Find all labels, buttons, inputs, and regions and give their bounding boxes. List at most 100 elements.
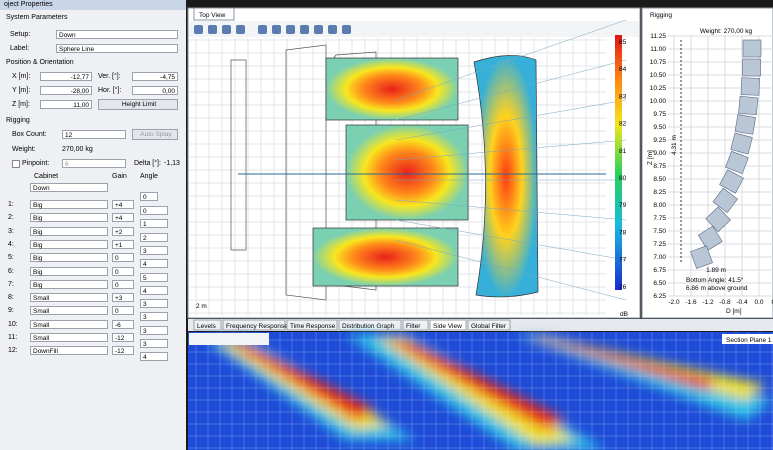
heat-band: [531, 338, 716, 390]
row-index: 5:: [8, 254, 14, 262]
dropdown[interactable]: Small: [30, 306, 108, 316]
tool-icon[interactable]: [236, 25, 245, 34]
coverage-area: [312, 227, 459, 287]
tool-icon[interactable]: [314, 25, 323, 34]
tab[interactable]: [467, 319, 511, 331]
dropdown[interactable]: 3: [140, 312, 168, 322]
dropdown[interactable]: 0: [140, 206, 168, 215]
dropdown[interactable]: Down: [56, 30, 178, 39]
dropdown[interactable]: 3: [140, 299, 168, 309]
coverage-area: [345, 124, 469, 221]
dropdown[interactable]: Big: [30, 226, 108, 236]
dropdown[interactable]: DownFill: [30, 346, 108, 356]
dropdown[interactable]: 0: [112, 306, 134, 316]
tab[interactable]: [286, 319, 338, 331]
dropdown[interactable]: 2: [140, 232, 168, 242]
tab[interactable]: [193, 319, 222, 331]
dropdown[interactable]: Small: [30, 333, 108, 342]
tool-icon[interactable]: [258, 25, 267, 34]
tool-icon[interactable]: [194, 25, 203, 34]
button[interactable]: Height Limit: [98, 99, 178, 110]
ray: [395, 59, 627, 121]
ray: [395, 219, 627, 261]
array-box: [730, 132, 753, 155]
tool-icon[interactable]: [208, 25, 217, 34]
tab[interactable]: [429, 319, 467, 331]
y-tick-label: 7.75: [653, 215, 666, 222]
dropdown[interactable]: Small: [30, 319, 108, 329]
tool-icon[interactable]: [286, 25, 295, 34]
dropdown[interactable]: +4: [112, 200, 134, 209]
x-tick-label: 0.4: [771, 299, 773, 306]
y-tick-label: 9.50: [653, 124, 666, 131]
dropdown[interactable]: +4: [112, 213, 134, 223]
dropdown[interactable]: +3: [112, 293, 134, 303]
dropdown[interactable]: Big: [30, 253, 108, 263]
dropdown[interactable]: 5: [140, 272, 168, 282]
text-field[interactable]: -28,00: [40, 86, 92, 95]
y-tick-label: 8.25: [653, 189, 666, 196]
dropdown[interactable]: 0: [112, 279, 134, 289]
array-box: [712, 187, 738, 214]
dropdown[interactable]: -12: [112, 346, 134, 356]
scale-label: 2 m: [196, 303, 207, 310]
dropdown[interactable]: 3: [140, 339, 168, 348]
text-field[interactable]: 0: [140, 192, 158, 201]
dropdown[interactable]: 4: [140, 259, 168, 269]
y-tick-label: 6.75: [653, 267, 666, 274]
y-tick-label: 8.50: [653, 176, 666, 183]
dropdown[interactable]: Big: [30, 266, 108, 276]
text-field[interactable]: 11,00: [40, 100, 92, 109]
dropdown[interactable]: -12: [112, 333, 134, 342]
x-tick-label: 0.0: [754, 299, 763, 306]
array-box: [734, 114, 756, 135]
array-box: [725, 150, 749, 174]
dropdown[interactable]: 12: [62, 130, 126, 139]
array-box: [690, 245, 713, 269]
tab-label: Time Response: [290, 323, 336, 330]
x-axis-label: D [m]: [726, 308, 742, 315]
tool-icon[interactable]: [272, 25, 281, 34]
tool-icon[interactable]: [300, 25, 309, 34]
row-index: 4:: [8, 240, 14, 248]
text-field[interactable]: Sphere Line: [56, 44, 178, 53]
button[interactable]: Auto Splay: [132, 129, 178, 140]
tool-icon[interactable]: [328, 25, 337, 34]
tool-icon[interactable]: [342, 25, 351, 34]
y-tick-label: 10.75: [650, 59, 667, 66]
label: Pinpoint:: [22, 160, 50, 167]
label: Label:: [10, 45, 30, 52]
text-field[interactable]: Down: [30, 183, 108, 192]
dropdown[interactable]: 0: [112, 253, 134, 263]
tab-label: Filter: [406, 323, 421, 330]
y-tick-label: 9.25: [653, 137, 666, 144]
dropdown[interactable]: 6: [62, 159, 126, 168]
dropdown[interactable]: 4: [140, 285, 168, 295]
tab[interactable]: [402, 319, 429, 331]
label: Y [m]:: [12, 87, 31, 94]
dropdown[interactable]: Big: [30, 200, 108, 209]
section-header: System Parameters: [6, 14, 68, 21]
dropdown[interactable]: 1: [140, 219, 168, 229]
annotation: Bottom Angle: 41.5°: [686, 276, 744, 284]
text-field[interactable]: -12,77: [40, 72, 92, 81]
dropdown[interactable]: Big: [30, 213, 108, 223]
tab[interactable]: [338, 319, 402, 331]
dropdown[interactable]: -6: [112, 319, 134, 329]
text-field[interactable]: 0,00: [132, 86, 178, 95]
dropdown[interactable]: +1: [112, 239, 134, 249]
label: X [m]:: [12, 73, 31, 80]
tool-icon[interactable]: [222, 25, 231, 34]
tab[interactable]: [222, 319, 286, 331]
dropdown[interactable]: 3: [140, 245, 168, 255]
array-box: [742, 58, 761, 77]
tab-label: Top View: [199, 12, 226, 19]
text-field[interactable]: -4,75: [132, 72, 178, 81]
dropdown[interactable]: Big: [30, 279, 108, 289]
dropdown[interactable]: Small: [30, 293, 108, 303]
dropdown[interactable]: 4: [140, 352, 168, 362]
dropdown[interactable]: 0: [112, 266, 134, 276]
dropdown[interactable]: +2: [112, 226, 134, 236]
dropdown[interactable]: 3: [140, 325, 168, 335]
dropdown[interactable]: Big: [30, 239, 108, 249]
